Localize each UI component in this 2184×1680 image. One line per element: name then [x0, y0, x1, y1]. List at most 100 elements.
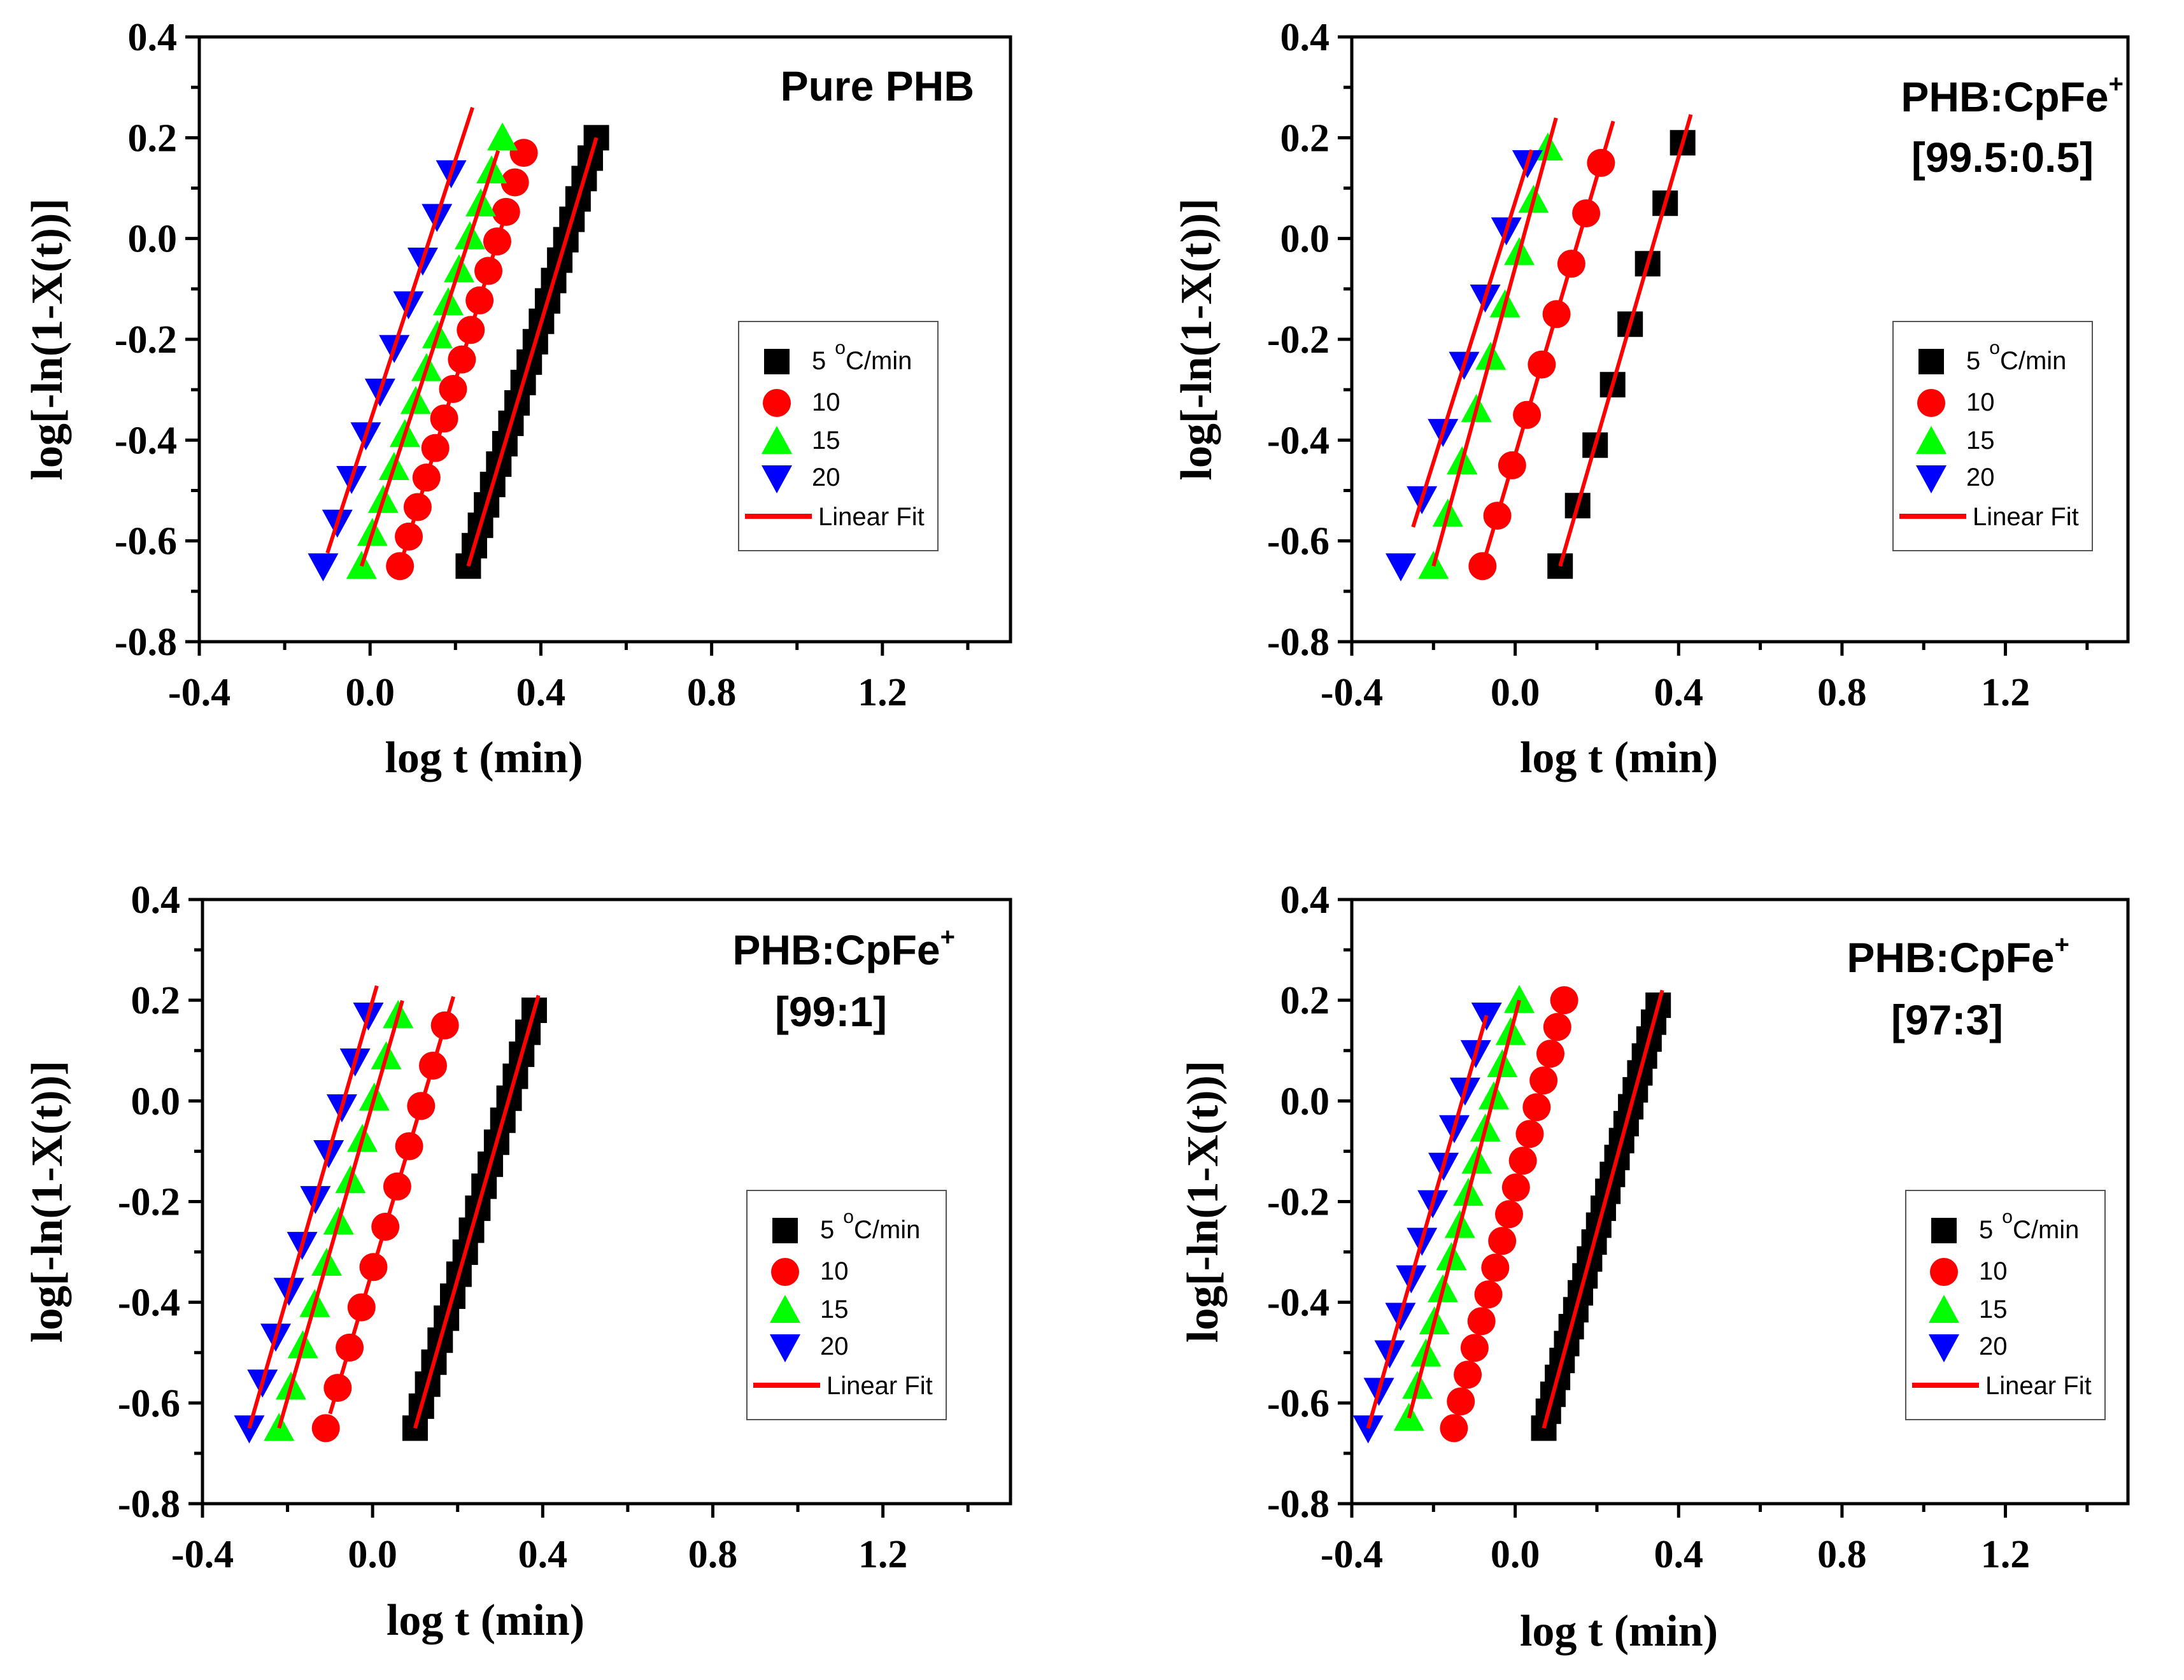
x-axis-label: log t (min) — [1520, 1607, 1718, 1656]
data-point — [311, 1414, 340, 1443]
legend-unit: C/min — [2000, 347, 2066, 375]
legend-label: 20 — [820, 1332, 849, 1360]
data-point — [308, 553, 339, 582]
y-tick-label: -0.8 — [115, 621, 177, 664]
panel-title-text: PHB:CpFe — [1847, 934, 2054, 981]
legend-label-value: 20 — [1979, 1332, 2008, 1360]
x-tick-label: 0.0 — [348, 1533, 397, 1576]
legend-degree: o — [2002, 1206, 2013, 1227]
fit-line — [277, 999, 404, 1429]
fit-line — [1366, 1015, 1489, 1429]
x-axis-label: log t (min) — [386, 1596, 585, 1645]
legend-marker — [770, 1334, 800, 1362]
panel-title-text: Pure PHB — [781, 62, 974, 109]
x-tick-label: -0.4 — [1321, 1533, 1383, 1576]
legend-marker — [772, 1218, 798, 1243]
legend-marker — [762, 426, 792, 454]
legend-label-value: 15 — [820, 1295, 849, 1324]
y-tick-label: -0.6 — [1267, 1382, 1330, 1425]
legend-label: 10 — [812, 388, 840, 416]
legend-degree: o — [843, 1206, 854, 1227]
data-point — [234, 1415, 265, 1444]
legend-degree: o — [1989, 337, 2000, 358]
legend-unit: C/min — [2013, 1216, 2079, 1244]
legend-unit: C/min — [846, 347, 912, 375]
panel-title-superscript: + — [2109, 70, 2124, 98]
chart-panel-4: -0.4 0.0 0.4 0.8 1.2 -0.8 -0.6 -0.4 -0.2 0.0 0.2 0.… — [1179, 879, 2130, 1656]
legend-fit-label: Linear Fit — [818, 503, 925, 531]
x-tick-label: -0.4 — [168, 671, 230, 714]
y-tick-label: -0.6 — [115, 520, 177, 563]
legend-fit-label: Linear Fit — [1973, 503, 2079, 531]
legend-label: 15 — [1966, 427, 1995, 455]
legend-label: 5 oC/min — [812, 337, 912, 375]
y-tick-label: 0.2 — [128, 116, 178, 160]
series-black — [402, 997, 547, 1441]
legend-label-value: 15 — [1979, 1295, 2008, 1324]
fit-line — [247, 985, 379, 1429]
panel-title-text: PHB:CpFe — [732, 926, 940, 973]
panel-title: PHB:CpFe+ — [1901, 70, 2124, 120]
legend-label-value: 5 — [1966, 347, 1980, 375]
fit-line — [1407, 999, 1521, 1419]
legend-label: 5 oC/min — [1966, 337, 2066, 375]
panel-title-superscript: + — [940, 923, 955, 951]
fit-line — [1411, 149, 1534, 528]
legend-label-value: 15 — [1966, 427, 1995, 455]
y-tick-label: -0.4 — [115, 419, 177, 462]
legend-label-value: 5 — [820, 1216, 834, 1244]
data-point — [500, 168, 529, 197]
y-tick-label: 0.2 — [131, 979, 181, 1022]
legend-marker — [1929, 1334, 1959, 1362]
y-tick-label: -0.2 — [1267, 318, 1330, 362]
legend-fit-label: Linear Fit — [826, 1372, 933, 1400]
legend-label-value: 20 — [812, 463, 840, 491]
chart-panel-2: -0.4 0.0 0.4 0.8 1.2 -0.8 -0.6 -0.4 -0.2 0.0 0.2 0.… — [1172, 16, 2130, 782]
x-tick-label: 0.4 — [518, 1533, 568, 1576]
y-tick-label: -0.2 — [118, 1181, 180, 1224]
legend-label-value: 10 — [1966, 388, 1995, 416]
legend-label: 20 — [812, 463, 840, 491]
x-tick-label: 0.8 — [687, 671, 737, 714]
y-tick-label: 0.2 — [1280, 979, 1330, 1022]
legend-label: 20 — [1966, 463, 1995, 491]
data-point — [1385, 553, 1416, 582]
x-tick-label: 0.4 — [516, 671, 566, 714]
y-axis-label: log[-ln(1-X(t))] — [23, 198, 72, 480]
legend-label-value: 20 — [820, 1332, 849, 1360]
legend-marker — [1918, 349, 1944, 374]
legend-label-value: 10 — [820, 1257, 849, 1285]
legend-label: 15 — [1979, 1295, 2008, 1324]
legend-marker — [763, 389, 791, 417]
y-tick-label: 0.0 — [1280, 1080, 1330, 1123]
y-tick-label: 0.4 — [1280, 16, 1330, 59]
y-tick-label: -0.8 — [1267, 621, 1330, 664]
data-point — [1504, 985, 1535, 1013]
chart-panel-3: -0.4 0.0 0.4 0.8 1.2 -0.8 -0.6 -0.4 -0.2 0.0 0.2 0.… — [23, 879, 1012, 1645]
fit-line — [325, 106, 474, 554]
x-axis-label: log t (min) — [1520, 733, 1718, 782]
legend-label: 10 — [820, 1257, 849, 1285]
fit-line — [359, 150, 500, 567]
data-point — [487, 122, 518, 151]
legend-fit-label: Linear Fit — [1985, 1372, 2092, 1400]
legend-label: 15 — [820, 1295, 849, 1324]
fit-line — [1480, 120, 1615, 567]
y-tick-label: -0.4 — [118, 1281, 180, 1325]
legend-marker — [770, 1295, 800, 1323]
legend-marker — [1929, 1295, 1959, 1323]
y-tick-label: 0.4 — [128, 16, 178, 59]
data-point — [1352, 1415, 1384, 1444]
chart-panel-1: -0.4 0.0 0.4 0.8 1.2 -0.8 -0.6 -0.4 -0.2 0.0 0.2 0.… — [23, 16, 1012, 782]
legend-label: 5 oC/min — [1979, 1206, 2079, 1244]
y-tick-label: -0.4 — [1267, 1281, 1330, 1325]
x-tick-label: -0.4 — [1321, 671, 1383, 714]
legend-marker — [1916, 465, 1946, 493]
x-tick-label: 1.2 — [1981, 671, 2031, 714]
y-tick-label: 0.4 — [131, 879, 181, 922]
y-tick-label: 0.0 — [1280, 218, 1330, 261]
y-tick-label: -0.6 — [1267, 520, 1330, 563]
series-black — [1547, 130, 1696, 579]
